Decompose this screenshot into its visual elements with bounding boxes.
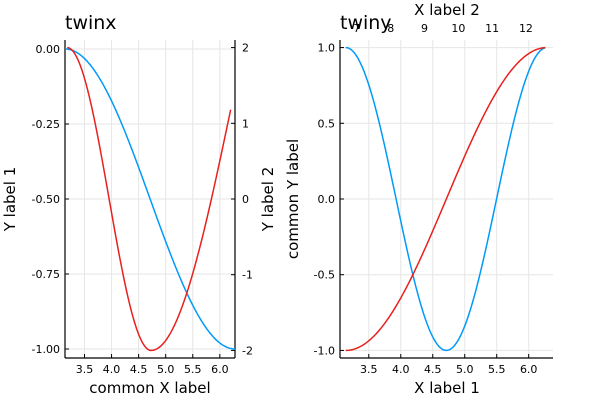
twiny-title: twiny [340, 12, 392, 34]
twiny-ytick-label-0: 1.0 [318, 42, 336, 55]
twiny-xtick-label-0: 3.5 [360, 363, 378, 376]
twiny-xtick-label-1: 4.0 [392, 363, 410, 376]
twinx-ytick-right-label-3: -1 [242, 269, 253, 282]
twinx-xtick-label-3: 5.0 [157, 363, 175, 376]
twiny-panel: 3.5 4.0 4.5 5.0 5.5 6.0 7 8 9 10 11 12 1.0 0.5 0.0 -0… [259, 1, 553, 397]
twiny-common-ylabel: common Y label [284, 139, 302, 259]
twiny-xtick-label-5: 6.0 [520, 363, 538, 376]
twiny-xlabel-top: X label 2 [414, 1, 480, 19]
twinx-ytick-right-label-4: -2 [242, 344, 253, 357]
twiny-xtick-top-label-0: 7 [353, 22, 360, 35]
twiny-series-blue [345, 46, 546, 352]
twinx-xtick-label-1: 4.0 [103, 363, 121, 376]
twiny-xtick-top-label-2: 9 [421, 22, 428, 35]
twiny-xtick-top-label-5: 12 [519, 22, 533, 35]
twiny-xtick-label-4: 5.5 [488, 363, 506, 376]
twiny-series-red [345, 46, 546, 352]
twinx-xtick-label-5: 6.0 [211, 363, 229, 376]
twiny-xtick-top-label-4: 11 [485, 22, 499, 35]
twinx-title: twinx [65, 12, 117, 34]
twiny-ytick-label-4: -1.0 [314, 344, 335, 357]
twiny-ytick-label-3: -0.5 [314, 269, 335, 282]
twinx-xtick-label-4: 5.5 [184, 363, 202, 376]
twinx-ylabel: Y label 1 [1, 167, 19, 233]
twinx-ytick-right-label-0: 2 [242, 42, 249, 55]
twinx-ytick-label-2: -0.50 [32, 193, 60, 206]
twinx-ytick-right-label-2: 0 [242, 193, 249, 206]
twinx-series-blue [65, 48, 236, 350]
twinx-xtick-label-0: 3.5 [76, 363, 94, 376]
twinx-ytick-label-4: -1.00 [32, 343, 60, 356]
twiny-xlabel: X label 1 [414, 379, 480, 397]
twinx-xtick-label-2: 4.5 [130, 363, 148, 376]
twinx-panel: 3.5 4.0 4.5 5.0 5.5 6.0 0.00 -0.25 -0.50 -0.75 -1… [1, 12, 253, 397]
twinx-series-red [67, 46, 232, 352]
twinx-ytick-label-0: 0.00 [36, 43, 61, 56]
twiny-ytick-label-1: 0.5 [318, 117, 336, 130]
twinx-ytick-label-1: -0.25 [32, 118, 60, 131]
twiny-ylabel: Y label 2 [259, 167, 277, 233]
twiny-xtick-label-2: 4.5 [424, 363, 442, 376]
twiny-ytick-label-2: 0.0 [318, 193, 336, 206]
twiny-xtick-top-label-3: 10 [451, 22, 465, 35]
twiny-xtick-label-3: 5.0 [456, 363, 474, 376]
twinx-ytick-right-label-1: 1 [242, 117, 249, 130]
twiny-xtick-top-label-1: 8 [387, 22, 394, 35]
twinx-xlabel: common X label [89, 379, 210, 397]
twinx-ytick-label-3: -0.75 [32, 268, 60, 281]
